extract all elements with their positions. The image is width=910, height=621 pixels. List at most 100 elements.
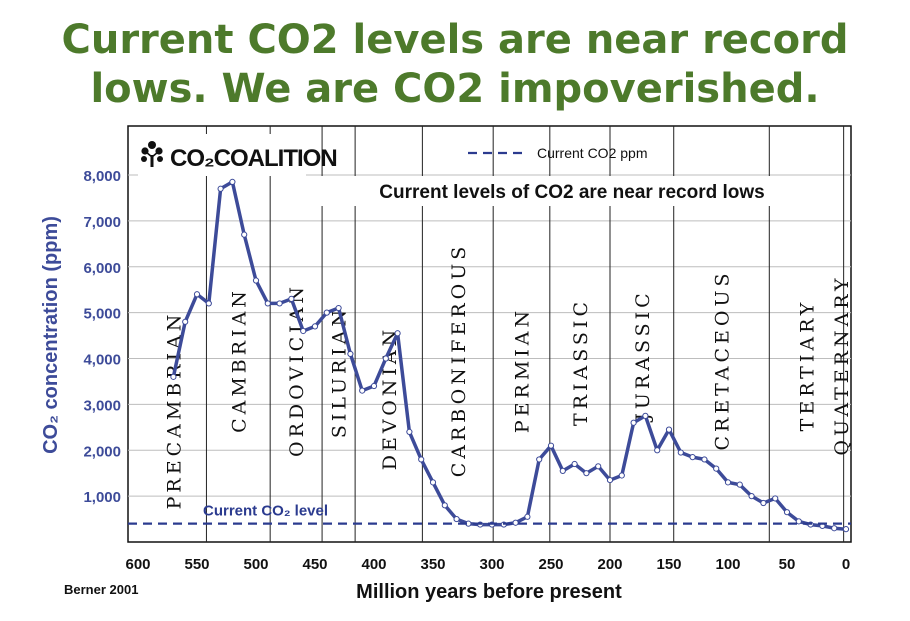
data-point <box>264 300 271 307</box>
data-point <box>760 499 767 507</box>
y-tick-label: 7,000 <box>83 214 121 231</box>
x-tick-label: 350 <box>420 556 445 573</box>
data-point <box>524 513 531 520</box>
period-label: CAMBRIAN <box>228 287 250 433</box>
data-point <box>583 470 590 477</box>
data-point <box>642 412 649 419</box>
data-point <box>783 509 791 516</box>
data-point <box>512 519 519 526</box>
x-tick-label: 450 <box>302 556 327 573</box>
data-point <box>323 309 330 316</box>
data-point <box>630 419 637 426</box>
y-tick-label: 6,000 <box>83 260 121 277</box>
period-label: TRIASSIC <box>570 298 592 426</box>
data-point <box>547 442 555 449</box>
y-tick-label: 5,000 <box>83 306 121 323</box>
data-point <box>559 467 566 474</box>
data-point <box>288 295 295 302</box>
x-tick-label: 250 <box>538 556 563 573</box>
period-label: PRECAMBRIAN <box>163 311 185 510</box>
data-point <box>252 277 260 284</box>
period-label: ORDOVICIAN <box>286 283 308 457</box>
headline-line-2: lows. We are CO2 impoverished. <box>90 66 820 112</box>
y-tick-label: 2,000 <box>83 443 121 460</box>
period-label: PERMIAN <box>512 307 534 433</box>
headline: Current CO2 levels are near record lows.… <box>0 16 910 114</box>
data-point <box>359 387 366 394</box>
data-point <box>193 291 201 298</box>
data-point <box>418 456 425 463</box>
data-point <box>382 355 389 362</box>
data-point <box>406 428 413 435</box>
data-point <box>217 185 224 192</box>
data-point <box>701 456 708 463</box>
tree-leaf <box>157 156 163 162</box>
period-label: JURASSIC <box>632 289 654 422</box>
data-point <box>276 300 283 307</box>
tree-branch <box>151 151 159 158</box>
y-tick-label: 1,000 <box>83 489 121 506</box>
data-point <box>453 515 460 523</box>
data-point <box>842 526 850 533</box>
data-point <box>713 465 720 472</box>
logo-background <box>138 134 306 176</box>
data-point <box>394 330 401 337</box>
period-label: SILURIAN <box>329 306 351 438</box>
data-point <box>795 518 802 525</box>
x-tick-label: 50 <box>779 556 796 573</box>
x-tick-label: 600 <box>125 556 150 573</box>
y-tick-label: 8,000 <box>83 168 121 185</box>
title-background <box>310 176 830 206</box>
data-point <box>748 493 755 500</box>
data-point <box>335 304 342 312</box>
data-point <box>665 426 673 433</box>
data-point <box>536 456 543 463</box>
x-tick-label: 300 <box>479 556 504 573</box>
data-point <box>370 382 378 390</box>
data-point <box>241 231 248 238</box>
tree-leaf <box>141 156 147 162</box>
data-point <box>571 460 578 468</box>
legend-label: Current CO2 ppm <box>537 145 647 161</box>
x-tick-label: 100 <box>715 556 740 573</box>
period-label: CARBONIFEROUS <box>448 243 470 478</box>
period-label: CRETACEOUS <box>712 269 734 450</box>
tree-leaf <box>148 141 156 149</box>
y-tick-label: 4,000 <box>83 352 121 369</box>
data-point <box>205 300 212 307</box>
x-tick-label: 200 <box>597 556 622 573</box>
tree-icon <box>141 141 163 167</box>
data-point <box>182 318 189 325</box>
data-point <box>772 495 779 502</box>
data-point <box>618 472 625 479</box>
y-tick-label: 3,000 <box>83 397 121 414</box>
x-tick-label: 150 <box>656 556 681 573</box>
data-point <box>654 447 661 454</box>
chart-title: Current levels of CO2 are near record lo… <box>379 182 764 203</box>
data-point <box>724 479 732 486</box>
data-point <box>677 449 684 456</box>
x-tick-label: 0 <box>842 556 850 573</box>
data-point <box>170 373 177 380</box>
x-tick-label: 550 <box>184 556 209 573</box>
data-point <box>300 327 307 335</box>
data-point <box>736 481 743 488</box>
logo-text: CO₂COALITION <box>170 145 337 172</box>
x-axis-label: Million years before present <box>356 581 622 603</box>
data-point <box>347 350 354 358</box>
headline-line-1: Current CO2 levels are near record <box>61 17 849 63</box>
x-tick-label: 500 <box>243 556 268 573</box>
tree-trunk <box>150 155 154 167</box>
data-point <box>689 454 696 461</box>
data-point <box>441 502 448 509</box>
y-axis-label: CO₂ concentration (ppm) <box>40 216 62 454</box>
data-point <box>606 476 614 484</box>
data-point <box>229 178 236 185</box>
data-point <box>429 479 437 486</box>
period-label: QUATERNARY <box>831 274 853 455</box>
data-point <box>311 323 319 330</box>
x-tick-label: 400 <box>361 556 386 573</box>
data-point <box>831 525 838 532</box>
tree-branch <box>145 151 153 158</box>
